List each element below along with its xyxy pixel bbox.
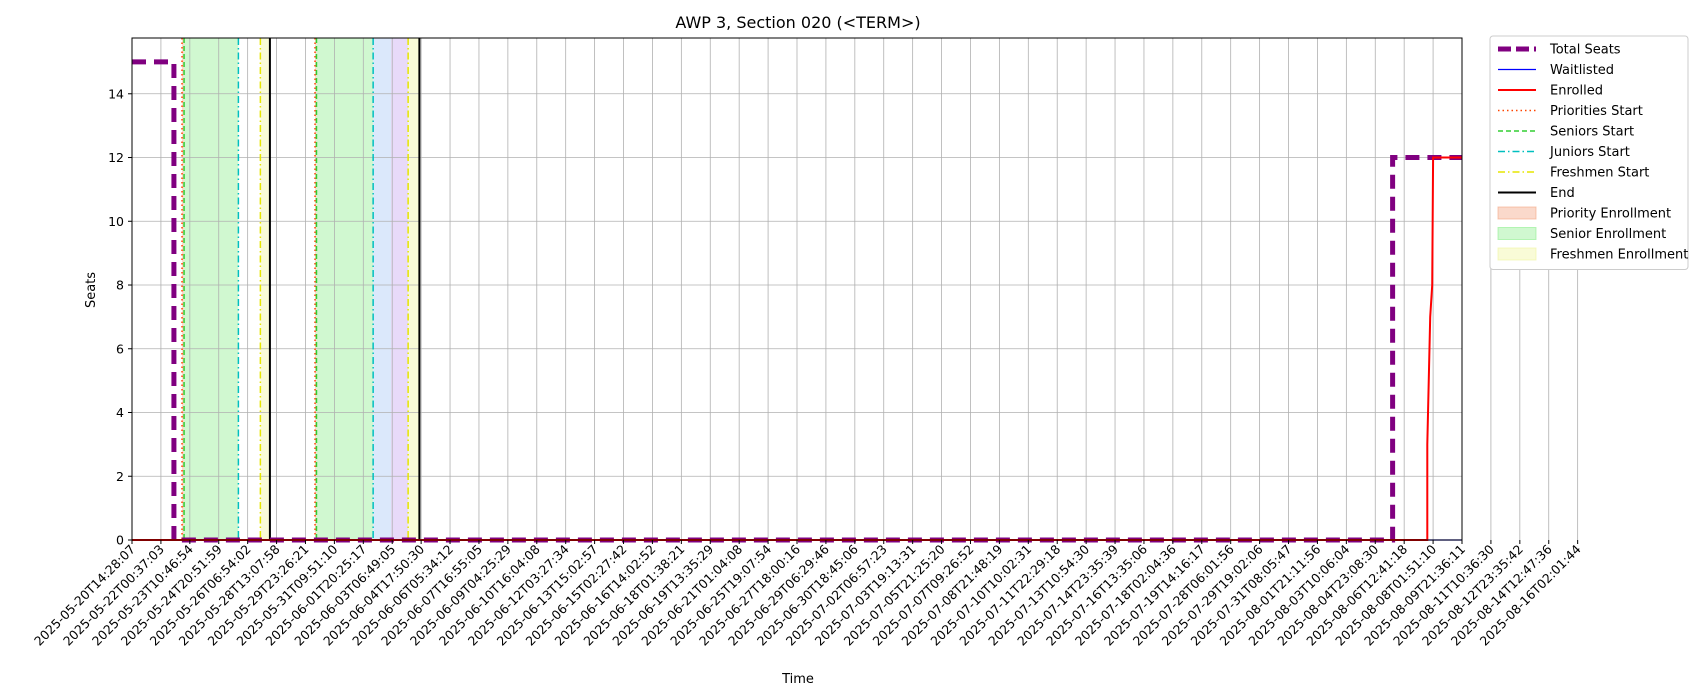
span-2-1 xyxy=(408,38,420,540)
span-3-0 xyxy=(373,38,392,540)
plot-area xyxy=(131,38,1579,543)
legend-label: Total Seats xyxy=(1549,43,1621,58)
span-2-0 xyxy=(260,38,270,540)
legend-label: Enrolled xyxy=(1550,84,1603,99)
y-tick-label: 4 xyxy=(116,405,124,420)
y-tick-label: 10 xyxy=(108,214,124,229)
y-tick-label: 6 xyxy=(116,341,124,356)
span-1-0 xyxy=(184,38,239,540)
chart-title: AWP 3, Section 020 (<TERM>) xyxy=(675,13,920,32)
x-axis-title: Time xyxy=(781,672,814,687)
span-1-1 xyxy=(316,38,374,540)
y-tick-label: 14 xyxy=(108,86,124,101)
y-tick-label: 12 xyxy=(108,150,124,165)
span-0-0 xyxy=(182,38,185,540)
legend-label: Senior Enrollment xyxy=(1550,227,1666,242)
y-tick-label: 2 xyxy=(116,469,124,484)
legend-label: Freshmen Start xyxy=(1550,166,1649,181)
legend-label: End xyxy=(1550,186,1575,201)
y-axis-title: Seats xyxy=(84,272,99,308)
legend-swatch-priority-enrollment xyxy=(1497,206,1537,220)
legend-swatch-senior-enrollment xyxy=(1497,227,1537,240)
legend-label: Seniors Start xyxy=(1550,125,1634,140)
legend-label: Priority Enrollment xyxy=(1550,207,1671,222)
span-4-0 xyxy=(391,38,409,540)
legend: Total Seats Waitlisted Enrolled Priorities … xyxy=(1489,35,1689,270)
legend-box xyxy=(1489,35,1689,270)
legend-label: Priorities Start xyxy=(1550,104,1643,119)
y-tick-label: 0 xyxy=(116,533,124,548)
legend-label: Juniors Start xyxy=(1549,145,1630,160)
legend-label: Freshmen Enrollment xyxy=(1550,248,1688,263)
y-tick-label: 8 xyxy=(116,278,124,293)
legend-label: Waitlisted xyxy=(1550,63,1614,78)
legend-swatch-freshmen-enrollment xyxy=(1497,247,1537,261)
